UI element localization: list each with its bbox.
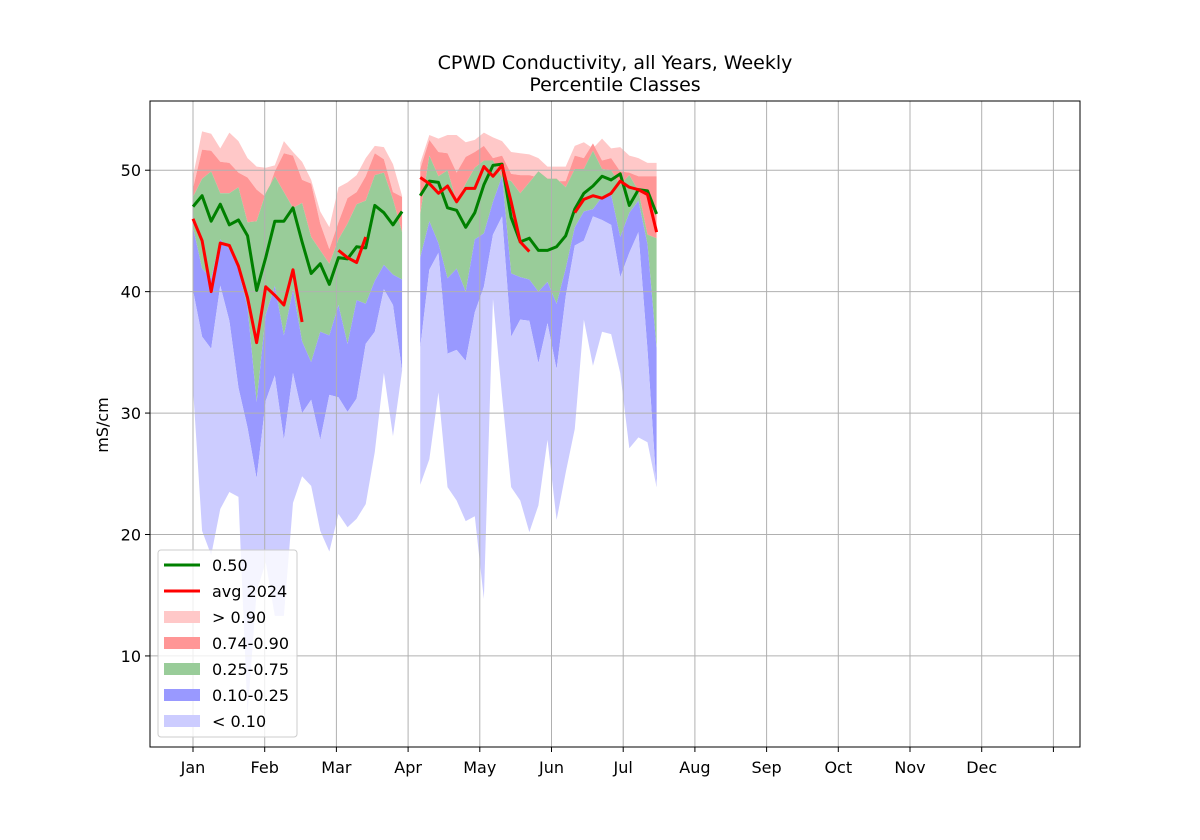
legend-label: 0.25-0.75 (212, 660, 289, 679)
x-tick-label: Mar (321, 758, 352, 777)
x-tick-label: Nov (894, 758, 925, 777)
chart-title-line2: Percentile Classes (529, 74, 700, 96)
grid-lines (150, 101, 1080, 747)
chart-title-line1: CPWD Conductivity, all Years, Weekly (438, 52, 793, 74)
legend-label: 0.10-0.25 (212, 686, 289, 705)
band-74-90 (193, 149, 403, 264)
y-tick-label: 10 (121, 647, 141, 666)
y-tick-label: 40 (121, 283, 141, 302)
x-tick-label: Feb (251, 758, 279, 777)
legend-label: avg 2024 (212, 582, 287, 601)
y-axis: 10 20 30 40 50 (121, 161, 150, 666)
avg-2024-line (191, 218, 304, 345)
avg-2024-line (419, 163, 531, 253)
data-lines (191, 162, 659, 345)
y-axis-label: mS/cm (93, 397, 112, 453)
x-tick-label: Jul (613, 758, 633, 777)
y-tick-label: 50 (121, 161, 141, 180)
legend-label: < 0.10 (212, 712, 266, 731)
plot-frame (149, 100, 1081, 748)
x-tick-label: Oct (824, 758, 852, 777)
median-line (191, 194, 404, 292)
band-above-90 (193, 131, 403, 250)
x-tick-label: Dec (966, 758, 997, 777)
legend-swatch (164, 715, 200, 727)
legend-swatch (164, 663, 200, 675)
x-tick-label: Apr (394, 758, 422, 777)
x-axis: Jan Feb Mar Apr May Jun Jul Aug Sep Oct Nov Dec (180, 747, 1054, 777)
avg-2024-line (573, 179, 659, 233)
x-tick-label: Sep (752, 758, 782, 777)
band-10-25 (193, 227, 403, 479)
avg-2024-line (337, 236, 368, 264)
x-tick-label: Jan (180, 758, 206, 777)
legend-label: 0.50 (212, 556, 248, 575)
x-tick-label: Jun (538, 758, 564, 777)
legend: 0.50 avg 2024 > 0.90 0.74-0.90 0.25-0.75 0.10… (157, 549, 298, 738)
legend-label: 0.74-0.90 (212, 634, 289, 653)
y-tick-label: 30 (121, 404, 141, 423)
legend-swatch (164, 637, 200, 649)
median-line (418, 162, 658, 252)
x-tick-label: May (463, 758, 496, 777)
legend-swatch (164, 611, 200, 623)
y-tick-label: 20 (121, 526, 141, 545)
x-tick-label: Aug (679, 758, 710, 777)
legend-swatch (164, 689, 200, 701)
legend-label: > 0.90 (212, 608, 266, 627)
